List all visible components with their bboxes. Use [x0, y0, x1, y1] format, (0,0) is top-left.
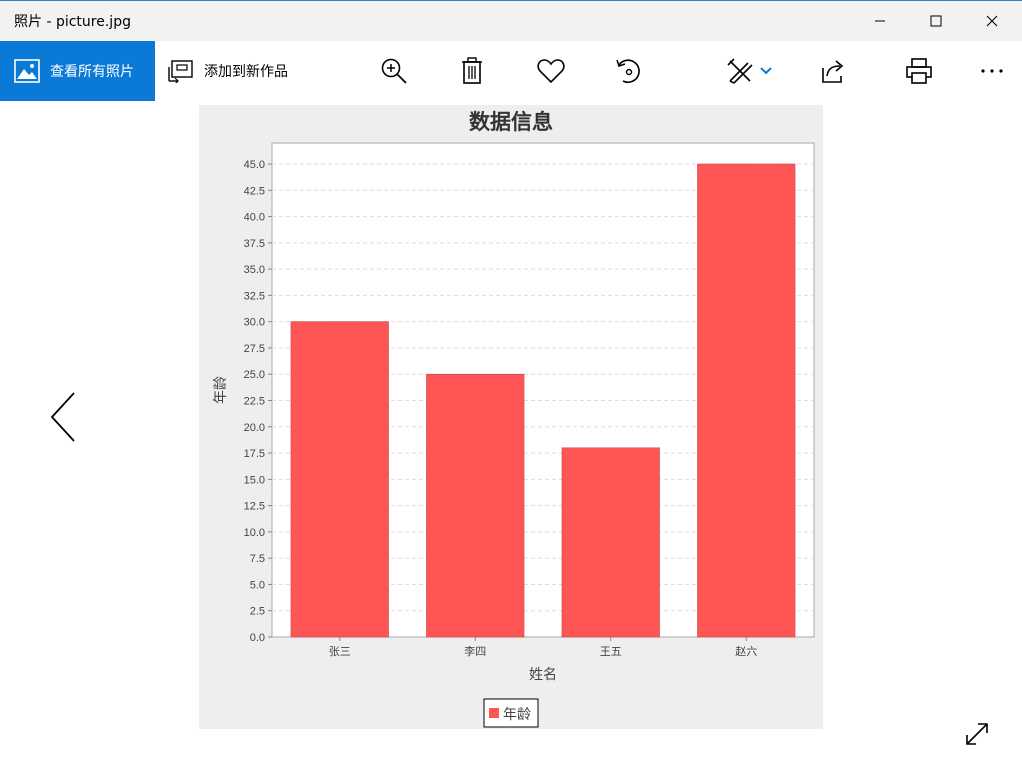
y-tick-label: 22.5 [244, 396, 265, 408]
chart-title: 数据信息 [469, 110, 553, 134]
delete-button[interactable] [456, 55, 488, 87]
view-all-photos-button[interactable]: 查看所有照片 [0, 41, 155, 101]
share-button[interactable] [818, 55, 850, 87]
print-button[interactable] [903, 55, 935, 87]
edit-create-icon [727, 58, 753, 84]
rotate-button[interactable] [612, 55, 644, 87]
more-options-button[interactable] [976, 55, 1008, 87]
maximize-button[interactable] [908, 1, 964, 41]
add-to-new-creation-button[interactable]: 添加到新作品 [168, 41, 288, 101]
delete-icon [462, 57, 482, 84]
favorite-icon [537, 59, 565, 84]
y-tick-label: 12.5 [244, 501, 265, 513]
x-axis-ticks: 张三 李四 王五 赵六 [329, 637, 757, 658]
previous-photo-button[interactable] [44, 389, 84, 445]
chevron-left-icon [50, 392, 75, 442]
legend-swatch [489, 708, 499, 718]
maximize-icon [930, 15, 942, 27]
minimize-icon [875, 20, 885, 22]
close-button[interactable] [964, 1, 1020, 41]
y-tick-label: 42.5 [244, 185, 265, 197]
close-icon [986, 15, 998, 27]
x-axis-label: 姓名 [529, 667, 557, 683]
full-screen-button[interactable] [962, 719, 992, 749]
x-tick-label: 赵六 [735, 644, 757, 658]
bars [290, 163, 796, 638]
zoom-in-button[interactable] [378, 55, 410, 87]
add-creation-icon [168, 60, 193, 83]
y-tick-label: 27.5 [244, 343, 265, 355]
y-tick-label: 25.0 [244, 369, 265, 381]
title-bar: 照片 - picture.jpg [0, 1, 1022, 41]
y-tick-label: 35.0 [244, 264, 265, 276]
chevron-down-icon [760, 67, 772, 75]
bar [290, 321, 389, 638]
legend-label: 年龄 [503, 707, 531, 723]
toolbar: 查看所有照片 添加到新作品 [0, 41, 1022, 101]
y-tick-label: 15.0 [244, 474, 265, 486]
x-tick-label: 王五 [600, 646, 622, 658]
y-tick-label: 7.5 [250, 553, 265, 565]
y-tick-label: 30.0 [244, 317, 265, 329]
edit-create-button[interactable] [724, 55, 756, 87]
gallery-icon [14, 59, 40, 83]
y-axis-ticks: 0.0 2.5 5.0 7.5 10.0 12.5 15.0 17.5 20.0 22.5 25.0… [244, 159, 272, 644]
bar [561, 447, 660, 638]
y-tick-label: 10.0 [244, 527, 265, 539]
rotate-icon [616, 59, 640, 84]
y-axis-label: 年龄 [213, 376, 229, 404]
view-all-photos-label: 查看所有照片 [50, 64, 134, 80]
add-to-new-creation-label: 添加到新作品 [204, 64, 288, 80]
window-title: 照片 - picture.jpg [14, 14, 131, 30]
more-icon [981, 69, 1003, 73]
expand-icon [966, 723, 988, 745]
y-tick-label: 20.0 [244, 422, 265, 434]
bar [697, 163, 796, 638]
y-tick-label: 2.5 [250, 606, 265, 618]
y-tick-label: 32.5 [244, 290, 265, 302]
minimize-button[interactable] [852, 1, 908, 41]
x-tick-label: 张三 [329, 645, 351, 658]
share-icon [822, 60, 844, 83]
legend: 年龄 [483, 698, 539, 728]
photo-view: 数据信息 0.0 2.5 5.0 7.5 10.0 12.5 15.0 17.5 20.0 22.… [199, 105, 823, 729]
y-tick-label: 0.0 [250, 632, 265, 644]
bar-chart: 数据信息 0.0 2.5 5.0 7.5 10.0 12.5 15.0 17.5 20.0 22.… [213, 110, 815, 728]
x-tick-label: 李四 [464, 644, 486, 658]
favorite-button[interactable] [535, 55, 567, 87]
y-tick-label: 17.5 [244, 448, 265, 460]
print-icon [906, 58, 932, 84]
y-tick-label: 5.0 [250, 579, 265, 591]
y-tick-label: 45.0 [244, 159, 265, 171]
y-tick-label: 40.0 [244, 212, 265, 224]
edit-create-dropdown[interactable] [758, 55, 774, 87]
y-tick-label: 37.5 [244, 238, 265, 250]
bar [426, 373, 525, 638]
zoom-in-icon [381, 58, 407, 84]
